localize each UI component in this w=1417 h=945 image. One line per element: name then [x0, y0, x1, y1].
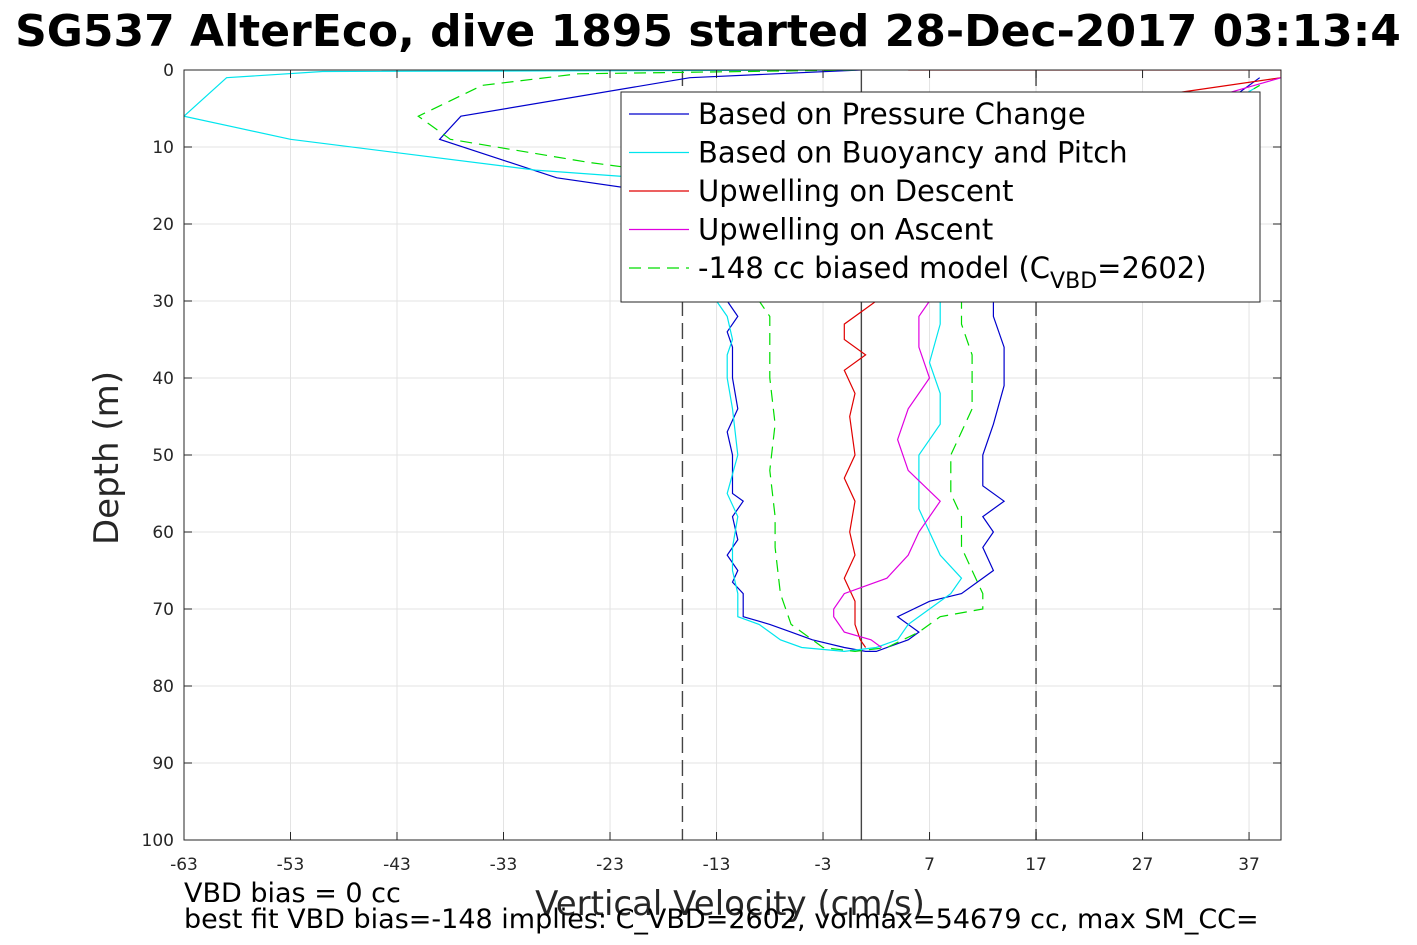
x-tick-label: -63	[170, 855, 198, 875]
x-tick-label: 27	[1132, 855, 1154, 875]
x-tick-label: 37	[1238, 855, 1260, 875]
footer-best-fit: best fit VBD bias=-148 implies: C_VBD=26…	[184, 904, 1259, 935]
x-tick-label: 7	[924, 855, 935, 875]
series-line	[438, 70, 1261, 653]
x-tick-label: -53	[277, 855, 305, 875]
legend-label: Upwelling on Ascent	[698, 213, 993, 247]
legend-label: Based on Buoyancy and Pitch	[698, 136, 1128, 170]
y-tick-label: 50	[152, 446, 174, 466]
x-tick-label: -13	[703, 855, 731, 875]
series-line	[184, 70, 1261, 653]
y-axis-label: Depth (m)	[87, 371, 127, 545]
y-tick-label: 30	[152, 292, 174, 312]
legend-label: -148 cc biased model (CVBD=2602)	[698, 251, 1207, 294]
footer-vbd-bias: VBD bias = 0 cc	[184, 878, 401, 909]
legend: Based on Pressure Change Based on Buoyanc…	[620, 91, 1261, 303]
y-tick-label: 40	[152, 369, 174, 389]
x-axis-ticks: -63 -53 -43 -33 -23 -13 -3 7 17 27 37	[170, 70, 1260, 875]
y-tick-label: 10	[152, 138, 174, 158]
x-tick-label: 17	[1025, 855, 1047, 875]
y-tick-label: 80	[152, 677, 174, 697]
y-tick-label: 0	[163, 61, 174, 81]
x-tick-label: -43	[383, 855, 411, 875]
x-tick-label: -23	[596, 855, 624, 875]
y-tick-label: 90	[152, 754, 174, 774]
y-tick-label: 70	[152, 600, 174, 620]
legend-box	[620, 91, 1261, 303]
legend-label: Upwelling on Descent	[698, 174, 1014, 208]
y-axis-ticks: 0 10 20 30 40 50 60 70 80 90 100	[142, 61, 1281, 851]
legend-label: Based on Pressure Change	[698, 97, 1086, 131]
x-axis-label: Vertical Velocity (cm/s)	[535, 884, 925, 924]
x-tick-label: -3	[815, 855, 832, 875]
x-tick-label: -33	[490, 855, 518, 875]
chart-title: SG537 AlterEco, dive 1895 started 28-Dec…	[15, 6, 1401, 57]
y-tick-label: 20	[152, 215, 174, 235]
y-tick-label: 100	[142, 831, 174, 851]
y-tick-label: 60	[152, 523, 174, 543]
